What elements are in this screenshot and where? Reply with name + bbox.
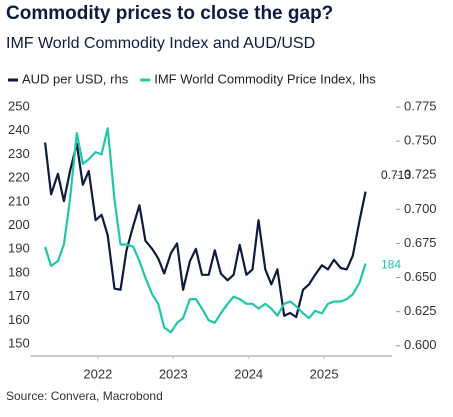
x-tick-label: 2022	[83, 366, 112, 381]
y-tick-label: 200	[8, 217, 30, 232]
chart-subtitle: IMF World Commodity Index and AUD/USD	[6, 35, 315, 52]
y-tick-label: 170	[8, 288, 30, 303]
y-tick-label: 220	[8, 170, 30, 185]
legend-label: IMF World Commodity Price Index, lhs	[154, 71, 376, 86]
x-tick-label: 2025	[310, 366, 339, 381]
y-tick-label: 160	[8, 312, 30, 327]
y-tick-label: 180	[8, 264, 30, 279]
legend-label: AUD per USD, rhs	[22, 71, 129, 86]
y2-tick-label: 0.625	[404, 303, 437, 318]
y2-tick-label: 0.775	[404, 98, 437, 113]
y-tick-label: 150	[8, 336, 30, 351]
y-tick-label: 230	[8, 146, 30, 161]
x-tick-label: 2024	[234, 366, 263, 381]
chart-title: Commodity prices to close the gap?	[6, 3, 333, 24]
series-line	[44, 127, 367, 334]
y2-tick-label: 0.750	[404, 133, 437, 148]
y2-tick-label: 0.650	[404, 269, 437, 284]
end-value-label: 0.713	[381, 168, 411, 182]
source: Source: Convera, Macrobond	[6, 389, 163, 403]
y-tick-label: 190	[8, 241, 30, 256]
end-value-label: 184	[381, 258, 401, 272]
y2-tick-label: 0.700	[404, 201, 437, 216]
y-tick-label: 210	[8, 193, 30, 208]
y-tick-label: 240	[8, 122, 30, 137]
y2-tick-label: 0.675	[404, 235, 437, 250]
y2-tick-label: 0.725	[404, 167, 437, 182]
y2-tick-label: 0.600	[404, 337, 437, 352]
y-tick-label: 250	[8, 98, 30, 113]
series-line	[44, 142, 367, 319]
x-tick-label: 2023	[159, 366, 188, 381]
